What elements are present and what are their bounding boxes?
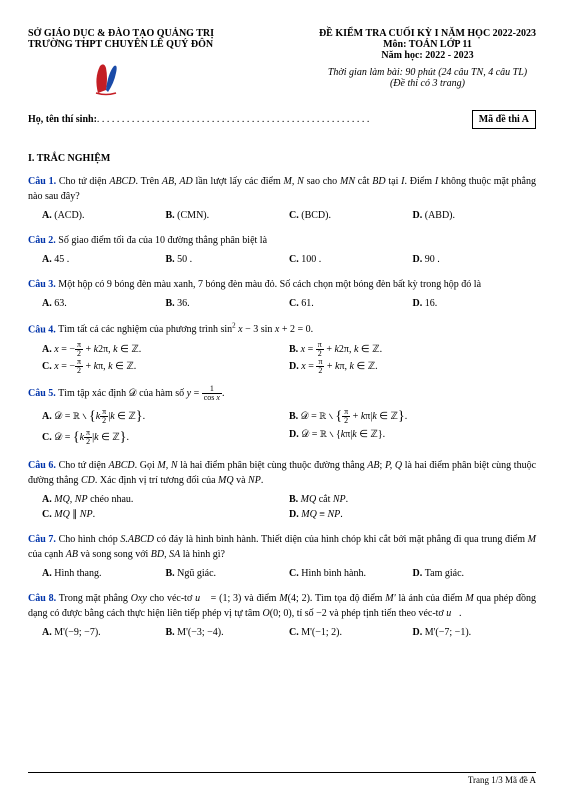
school: TRƯỜNG THPT CHUYÊN LÊ QUÝ ĐÔN [28,39,214,50]
name-label: Họ, tên thí sinh: [28,114,97,125]
q4-label: Câu 4. [28,324,56,335]
q3-label: Câu 3. [28,279,56,290]
header-left: SỞ GIÁO DỤC & ĐÀO TẠO QUẢNG TRỊ TRƯỜNG T… [28,28,214,98]
question-3: Câu 3. Một hộp có 9 bóng đèn màu xanh, 7… [28,277,536,311]
question-8: Câu 8. Trong mặt phẳng Oxy cho véc-tơ u⃗… [28,591,536,640]
school-logo [88,58,124,98]
duration: Thời gian làm bài: 90 phút (24 câu TN, 4… [319,67,536,78]
q5-label: Câu 5. [28,388,56,399]
section-title: I. TRẮC NGHIỆM [28,153,536,164]
q8-label: Câu 8. [28,593,56,604]
year: Năm học: 2022 - 2023 [319,50,536,61]
name-dots: . . . . . . . . . . . . . . . . . . . . … [97,114,370,125]
q1-label: Câu 1. [28,176,56,187]
q7-label: Câu 7. [28,534,56,545]
dept: SỞ GIÁO DỤC & ĐÀO TẠO QUẢNG TRỊ [28,28,214,39]
name-row: Họ, tên thí sinh:. . . . . . . . . . . .… [28,110,536,129]
header-right: ĐỀ KIỂM TRA CUỐI KỲ I NĂM HỌC 2022-2023 … [319,28,536,98]
question-1: Câu 1. Cho tứ diện ABCD. Trên AB, AD lần… [28,174,536,223]
q6-label: Câu 6. [28,460,56,471]
page-footer: Trang 1/3 Mã đề A [28,772,536,785]
q1-options: A. (ACD). B. (CMN). C. (BCD). D. (ABD). [42,208,536,223]
question-7: Câu 7. Cho hình chóp S.ABCD có đáy là hì… [28,532,536,581]
subject: Môn: TOÁN LỚP 11 [319,39,536,50]
exam-code: Mã đề thi A [472,110,536,129]
question-5: Câu 5. Tìm tập xác định 𝒟 của hàm số y =… [28,385,536,448]
pages: (Đề thi có 3 trang) [319,78,536,89]
header-row: SỞ GIÁO DỤC & ĐÀO TẠO QUẢNG TRỊ TRƯỜNG T… [28,28,536,98]
exam-title: ĐỀ KIỂM TRA CUỐI KỲ I NĂM HỌC 2022-2023 [319,28,536,39]
name-field: Họ, tên thí sinh:. . . . . . . . . . . .… [28,114,369,125]
question-2: Câu 2. Số giao điểm tối đa của 10 đường … [28,233,536,267]
q2-label: Câu 2. [28,235,56,246]
question-4: Câu 4. Tìm tất cả các nghiệm của phương … [28,321,536,375]
question-6: Câu 6. Cho tứ diện ABCD. Gọi M, N là hai… [28,458,536,522]
